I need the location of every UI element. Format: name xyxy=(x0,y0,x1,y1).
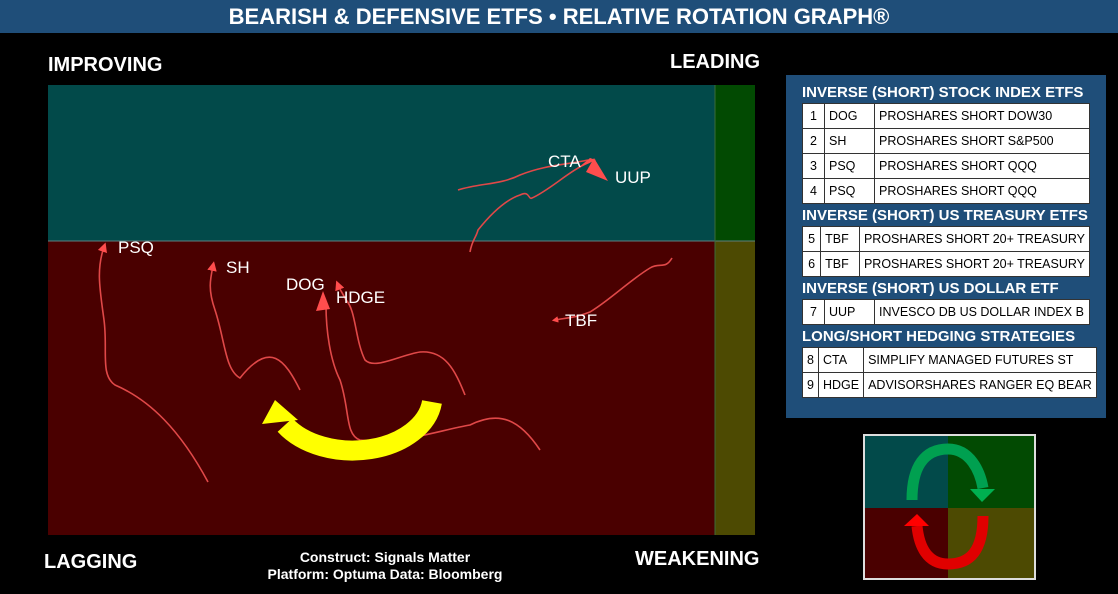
group-title: INVERSE (SHORT) US TREASURY ETFS xyxy=(802,207,1088,224)
tail-uup xyxy=(469,161,591,253)
quadrant-label-lagging: LAGGING xyxy=(44,551,138,573)
row-number: 8 xyxy=(802,347,819,373)
quadrant-weakening xyxy=(715,241,755,535)
row-name: INVESCO DB US DOLLAR INDEX B xyxy=(874,299,1090,325)
row-ticker: PSQ xyxy=(824,178,875,204)
credits: Construct: Signals Matter Platform: Optu… xyxy=(250,549,520,583)
table-row: 6 TBF PROSHARES SHORT 20+ TREASURY xyxy=(801,251,1091,277)
row-number: 5 xyxy=(801,226,822,252)
row-number: 1 xyxy=(802,103,825,129)
table-row: 1 DOG PROSHARES SHORT DOW30 xyxy=(802,103,1090,129)
row-number: 4 xyxy=(802,178,825,204)
rotation-cycle-icon xyxy=(865,436,1034,578)
tail-sh xyxy=(207,261,301,391)
row-name: SIMPLIFY MANAGED FUTURES ST xyxy=(863,347,1097,373)
label-sh: SH xyxy=(226,258,250,277)
tail-cta xyxy=(457,159,589,191)
row-ticker: UUP xyxy=(824,299,875,325)
table-row: 3 PSQ PROSHARES SHORT QQQ xyxy=(802,153,1090,179)
rotation-cycle-diagram xyxy=(863,434,1036,580)
etf-table: 1 DOG PROSHARES SHORT DOW30 2 SH PROSHARES S… xyxy=(802,103,1090,204)
row-ticker: DOG xyxy=(824,103,875,129)
row-number: 3 xyxy=(802,153,825,179)
row-name: PROSHARES SHORT QQQ xyxy=(874,153,1090,179)
row-ticker: PSQ xyxy=(824,153,875,179)
label-dog: DOG xyxy=(286,275,325,294)
head-uup xyxy=(586,158,608,181)
group-title: INVERSE (SHORT) STOCK INDEX ETFS xyxy=(802,84,1084,101)
group-title: INVERSE (SHORT) US DOLLAR ETF xyxy=(802,280,1059,297)
row-number: 2 xyxy=(802,128,825,154)
row-number: 7 xyxy=(802,299,825,325)
row-name: PROSHARES SHORT QQQ xyxy=(874,178,1090,204)
table-row: 9 HDGE ADVISORSHARES RANGER EQ BEAR xyxy=(802,372,1097,398)
quadrant-label-improving: IMPROVING xyxy=(48,54,163,76)
row-number: 6 xyxy=(801,251,822,277)
quadrant-leading xyxy=(715,85,755,241)
etf-table: 5 TBF PROSHARES SHORT 20+ TREASURY 6 TBF PRO… xyxy=(801,226,1091,277)
row-name: PROSHARES SHORT 20+ TREASURY xyxy=(858,226,1091,252)
label-tbf: TBF xyxy=(565,311,597,330)
etf-table: 8 CTA SIMPLIFY MANAGED FUTURES ST 9 HDGE ADV… xyxy=(802,347,1097,398)
table-row: 8 CTA SIMPLIFY MANAGED FUTURES ST xyxy=(802,347,1097,373)
table-row: 5 TBF PROSHARES SHORT 20+ TREASURY xyxy=(801,226,1091,252)
row-name: PROSHARES SHORT 20+ TREASURY xyxy=(858,251,1091,277)
quadrant-label-weakening: WEAKENING xyxy=(635,548,760,570)
row-ticker: CTA xyxy=(817,347,865,373)
rotation-arrow-head xyxy=(262,400,298,424)
quadrant-label-leading: LEADING xyxy=(670,51,760,73)
credit-construct: Construct: Signals Matter xyxy=(299,549,471,565)
etf-table: 7 UUP INVESCO DB US DOLLAR INDEX B xyxy=(802,299,1090,325)
row-name: PROSHARES SHORT DOW30 xyxy=(874,103,1090,129)
table-row: 7 UUP INVESCO DB US DOLLAR INDEX B xyxy=(802,299,1090,325)
tail-tbf xyxy=(551,257,673,323)
label-cta: CTA xyxy=(548,152,581,171)
row-ticker: TBF xyxy=(820,251,860,277)
label-hdge: HDGE xyxy=(336,288,385,307)
row-number: 9 xyxy=(802,372,819,398)
rotation-arrow xyxy=(277,399,442,461)
label-uup: UUP xyxy=(615,168,651,187)
table-row: 4 PSQ PROSHARES SHORT QQQ xyxy=(802,178,1090,204)
table-row: 2 SH PROSHARES SHORT S&P500 xyxy=(802,128,1090,154)
tail-hdge xyxy=(335,280,466,396)
credit-platform: Platform: Optuma Data: Bloomberg xyxy=(267,566,503,582)
quadrant-improving xyxy=(48,85,715,241)
chart-title: BEARISH & DEFENSIVE ETFS • RELATIVE ROTA… xyxy=(0,0,1118,33)
etf-legend-panel: INVERSE (SHORT) STOCK INDEX ETFS 1 DOG PRO… xyxy=(786,75,1106,418)
row-ticker: HDGE xyxy=(817,372,865,398)
head-cta xyxy=(578,158,596,168)
row-name: ADVISORSHARES RANGER EQ BEAR xyxy=(863,372,1097,398)
row-ticker: TBF xyxy=(820,226,860,252)
quadrant-lagging xyxy=(48,241,715,535)
label-psq: PSQ xyxy=(118,238,154,257)
group-title: LONG/SHORT HEDGING STRATEGIES xyxy=(802,328,1076,345)
row-ticker: SH xyxy=(824,128,875,154)
tail-psq xyxy=(97,242,209,483)
head-dog xyxy=(316,291,330,311)
row-name: PROSHARES SHORT S&P500 xyxy=(874,128,1090,154)
